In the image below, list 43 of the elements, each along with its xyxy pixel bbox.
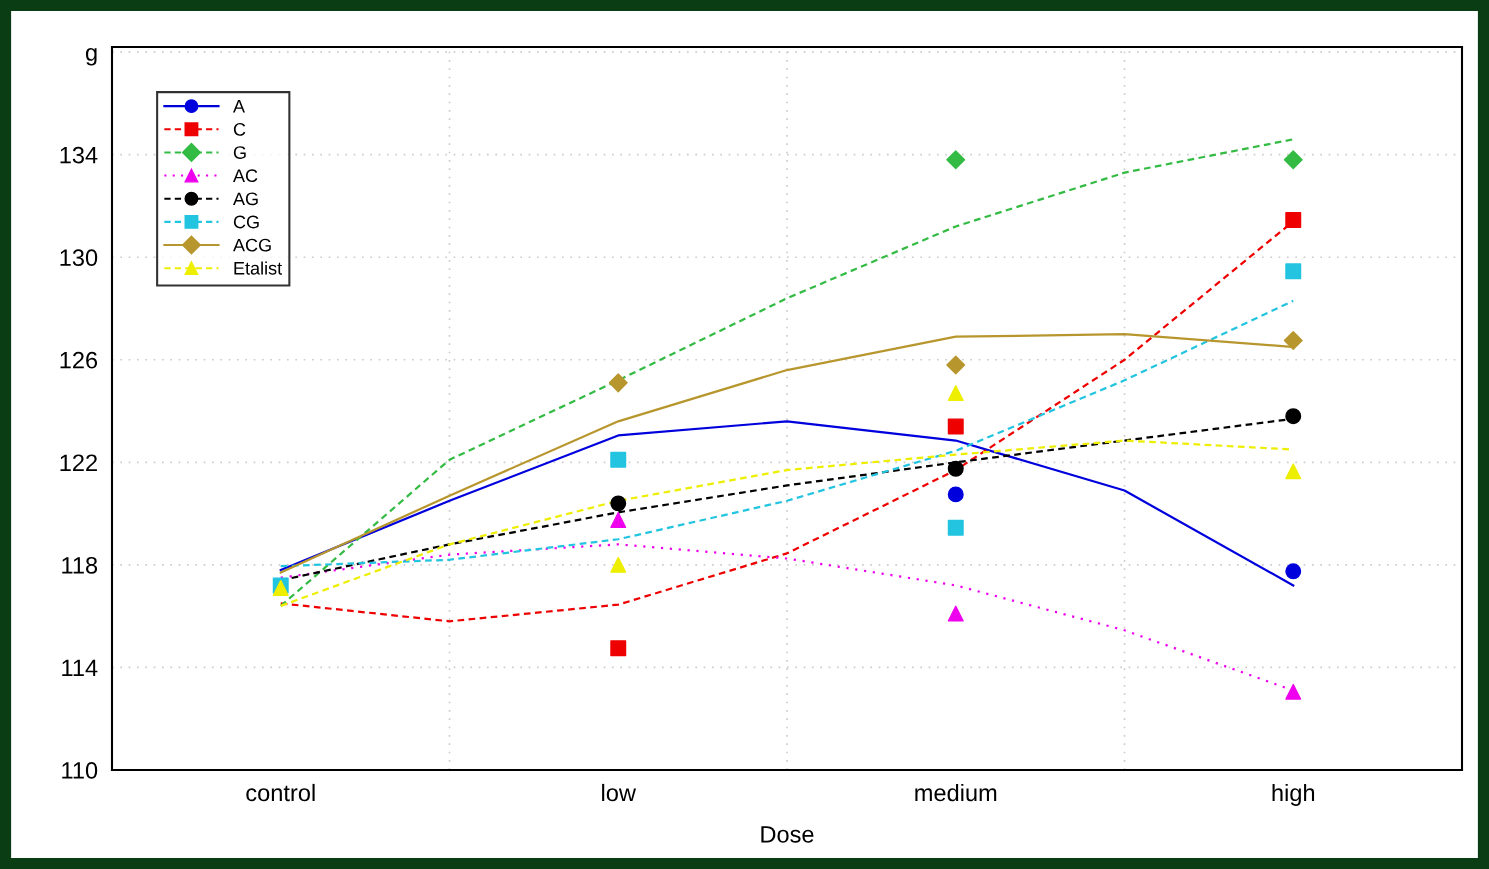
y-tick-label: 118: [62, 556, 98, 574]
point: [610, 556, 627, 573]
point: [608, 373, 628, 393]
point: [1285, 408, 1302, 425]
point: [947, 460, 964, 477]
y-tick-label: 134: [60, 146, 98, 164]
point: [947, 385, 964, 402]
y-tick-label: 122: [60, 454, 97, 471]
y-tick-label: 126: [60, 351, 98, 369]
x-tick-label: medium: [915, 783, 997, 802]
point: [1285, 263, 1302, 280]
y-tick-label: 110: [62, 762, 98, 779]
x-tick-label: high: [1272, 783, 1315, 806]
legend-label: AG: [233, 192, 258, 206]
y-tick-label: 130: [60, 249, 98, 267]
point: [610, 512, 627, 529]
point: [947, 519, 964, 536]
legend-label: A: [233, 100, 245, 113]
point: [610, 495, 627, 512]
point: [946, 355, 966, 375]
legend-label: ACG: [233, 238, 271, 252]
legend-label: CG: [233, 215, 259, 229]
legend-label: Etalist: [234, 261, 283, 275]
point: [1285, 463, 1302, 480]
legend-label: AC: [233, 169, 258, 183]
y-tick-label: 114: [62, 659, 98, 676]
x-axis-title: Dose: [761, 826, 814, 843]
point: [1285, 563, 1302, 580]
point: [610, 451, 627, 468]
x-tick-label: control: [246, 783, 315, 802]
point: [947, 486, 964, 503]
legend-label: C: [233, 122, 246, 136]
point: [946, 150, 966, 170]
point: [1285, 683, 1302, 700]
legend-label: G: [233, 146, 246, 159]
point: [1283, 150, 1303, 170]
point: [610, 640, 627, 657]
point: [947, 605, 964, 622]
point: [1283, 331, 1303, 351]
point: [1285, 212, 1302, 229]
point: [947, 418, 964, 435]
y-tick-label: g: [85, 48, 97, 66]
x-tick-label: low: [602, 783, 637, 802]
